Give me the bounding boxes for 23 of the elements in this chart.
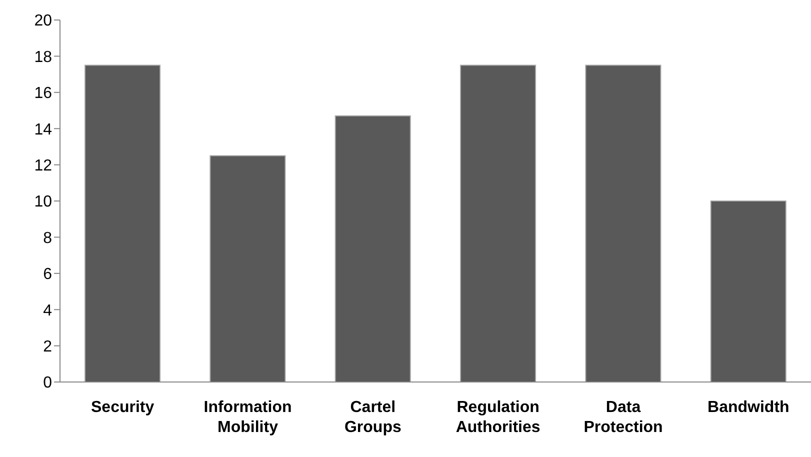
x-tick-label: Security: [91, 399, 154, 416]
bar: [460, 64, 536, 382]
y-tick-label: 0: [43, 374, 52, 392]
y-tick-label: 4: [43, 302, 52, 320]
y-tick-label: 20: [34, 12, 52, 30]
y-tick-label: 2: [43, 338, 52, 356]
y-tick-label: 16: [34, 85, 52, 102]
y-tick-label: 14: [34, 121, 52, 138]
x-tick-label: Regulation Authorities: [456, 399, 540, 436]
y-tick-label: 18: [34, 48, 52, 66]
y-tick-label: 10: [34, 194, 52, 211]
bar: [84, 64, 161, 382]
bar: [710, 200, 786, 382]
bar: [334, 115, 411, 382]
bar: [210, 155, 286, 382]
x-tick-label: Information Mobility: [204, 399, 292, 436]
y-tick-label: 6: [43, 266, 52, 284]
x-tick-label: Bandwidth: [708, 399, 790, 416]
y-tick-label: 12: [34, 157, 52, 174]
x-tick-label: Data Protection: [584, 399, 663, 436]
bar: [585, 64, 662, 382]
y-tick-label: 8: [43, 230, 52, 247]
x-tick-label: Cartel Groups: [344, 399, 402, 436]
